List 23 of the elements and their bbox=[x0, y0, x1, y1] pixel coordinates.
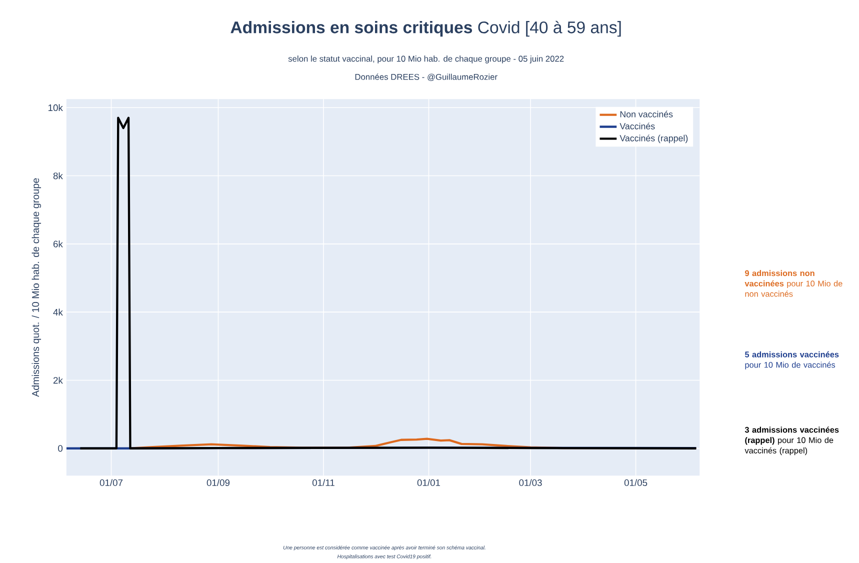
x-tick-label: 01/07 bbox=[100, 479, 123, 486]
y-tick-label: 8k bbox=[53, 172, 63, 180]
legend-label: Vaccinés (rappel) bbox=[620, 134, 688, 144]
text: Données DREES - @GuillaumeRozier bbox=[355, 74, 498, 82]
y-tick-label: 10k bbox=[48, 104, 63, 112]
y-tick-label: 6k bbox=[53, 240, 63, 248]
chart-title: Admissions en soins critiques Covid [40 à 59 ans] bbox=[230, 21, 621, 37]
chart-subtitle: selon le statut vaccinal, pour 10 Mio hab. de chaque groupe - 05 juin 2022 bbox=[288, 56, 564, 64]
line-series bbox=[79, 116, 698, 450]
x-tick-label: 01/05 bbox=[624, 479, 648, 486]
y-tick-label: 0 bbox=[58, 445, 63, 452]
text: 9 admissions non vaccinées pour 10 Mio de non vaccinés bbox=[744, 270, 842, 297]
legend-label: Non vaccinés bbox=[620, 110, 673, 118]
text: 5 admissions vaccinées pour 10 Mio de vaccinés bbox=[744, 352, 839, 370]
x-tick-label: 01/11 bbox=[312, 479, 334, 486]
x-tick-label: 01/03 bbox=[519, 479, 542, 486]
y-tick-label: 2k bbox=[53, 377, 63, 384]
y-axis-title: Admissions quot. / 10 Mio hab. de chaque groupe bbox=[32, 178, 42, 398]
x-tick-label: 01/01 bbox=[417, 479, 440, 486]
text: 3 admissions vaccinées (rappel) pour 10 Mio de vaccinés (rappel) bbox=[744, 426, 839, 456]
legend-label: Vaccinés bbox=[620, 122, 655, 130]
y-tick-label: 4k bbox=[53, 308, 63, 316]
x-tick-label: 01/09 bbox=[206, 479, 230, 486]
